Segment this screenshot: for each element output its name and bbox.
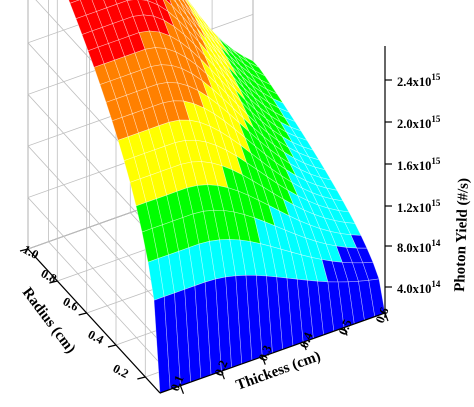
x-tick-mark	[343, 327, 348, 336]
y-tick-mark	[19, 248, 29, 252]
y-tick-mark	[137, 376, 146, 380]
z-tick-label: 1.6x1015	[397, 156, 441, 173]
x-tick-mark	[261, 356, 266, 365]
x-tick-label: 0.4	[297, 330, 316, 350]
photon-yield-surface	[68, 0, 386, 394]
z-axis-label: Photon Yield (#/s)	[452, 178, 472, 292]
y-axis-line	[27, 248, 161, 394]
y-tick-label: 1.0	[21, 242, 41, 262]
z-axis-ticks: 2.4x1015 2.0x1015 1.6x1015 1.2x1015 8.0x…	[397, 72, 441, 296]
x-tick-mark	[179, 385, 185, 394]
x-axis-line	[159, 312, 386, 394]
x-tick-label: 0.2	[212, 358, 231, 378]
x-axis-ticks: 0.1 0.2 0.3 0.4 0.5 0.6	[168, 305, 392, 393]
y-tick-label: 0.4	[86, 327, 107, 347]
y-tick-mark	[49, 280, 58, 284]
axis-frame	[19, 46, 392, 394]
z-tick-label: 2.4x1015	[397, 72, 441, 89]
x-tick-mark	[384, 312, 389, 322]
z-tick-label: 8.0x1014	[397, 238, 441, 255]
x-tick-label: 0.6	[373, 305, 392, 325]
y-tick-label: 0.6	[61, 294, 81, 314]
z-tick-label: 2.0x1015	[397, 114, 441, 131]
y-axis-ticks: 0.2 0.4 0.6 0.8 1.0	[21, 242, 131, 381]
z-tick-label: 4.0x1014	[397, 279, 441, 296]
y-tick-mark	[78, 312, 87, 316]
z-tick-label: 1.2x1015	[397, 198, 441, 215]
x-tick-label: 0.3	[256, 343, 275, 363]
x-tick-label: 0.5	[336, 317, 355, 337]
y-tick-label: 0.2	[111, 361, 131, 381]
x-tick-mark	[220, 370, 225, 380]
y-tick-mark	[107, 344, 117, 348]
x-tick-mark	[302, 341, 307, 351]
x-tick-label: 0.1	[168, 373, 187, 393]
y-tick-label: 0.8	[39, 266, 59, 286]
